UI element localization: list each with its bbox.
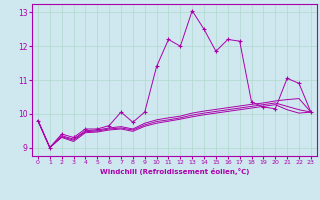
X-axis label: Windchill (Refroidissement éolien,°C): Windchill (Refroidissement éolien,°C)	[100, 168, 249, 175]
